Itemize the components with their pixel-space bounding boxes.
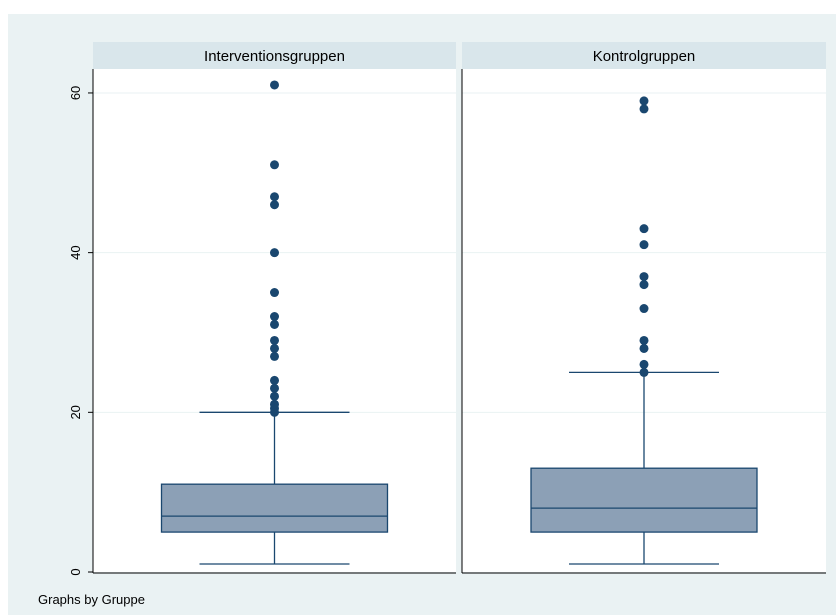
outlier-point [639, 367, 649, 377]
outlier-point [270, 192, 279, 202]
outlier-point [270, 288, 279, 298]
outlier-point [639, 304, 649, 314]
y-tick-label: 20 [68, 405, 83, 419]
outlier-point [639, 343, 649, 353]
figure-background: 0 20 40 60 Interventionsgruppen Kontrolgruppe… [8, 14, 836, 615]
iqr-box [530, 467, 758, 533]
outlier-point [270, 200, 279, 210]
panel-strip [93, 42, 456, 69]
outlier-point [639, 359, 649, 369]
iqr-box [160, 483, 389, 533]
outlier-point [270, 319, 279, 329]
outlier-point [639, 104, 649, 114]
outlier-point [639, 240, 649, 250]
outlier-point [639, 335, 649, 345]
y-tick-label: 60 [68, 86, 83, 100]
outlier-point [270, 391, 279, 401]
y-tick-label: 40 [68, 245, 83, 259]
outlier-point [270, 335, 279, 345]
outlier-point [270, 399, 279, 409]
outlier-point [270, 383, 279, 393]
outlier-point [270, 80, 279, 90]
outlier-point [639, 224, 649, 234]
graphs-by-note: Graphs by Gruppe [38, 592, 145, 607]
outlier-point [639, 96, 649, 106]
y-tick-label: 0 [68, 568, 83, 575]
panel-title: Kontrolgruppen [593, 48, 696, 65]
outlier-point [270, 160, 279, 170]
outlier-point [270, 375, 279, 385]
panel-1: Interventionsgruppen [92, 42, 456, 574]
outlier-point [270, 248, 279, 258]
outlier-point [270, 351, 279, 361]
box-plot-chart: 0 20 40 60 Interventionsgruppen Kontrolgruppe… [68, 42, 826, 576]
panel-strip [462, 42, 826, 69]
outlier-point [270, 343, 279, 353]
panel-title: Interventionsgruppen [204, 48, 345, 65]
panel-2: Kontrolgruppen [461, 42, 826, 574]
outlier-point [639, 272, 649, 282]
outlier-point [270, 312, 279, 322]
outlier-point [639, 280, 649, 290]
